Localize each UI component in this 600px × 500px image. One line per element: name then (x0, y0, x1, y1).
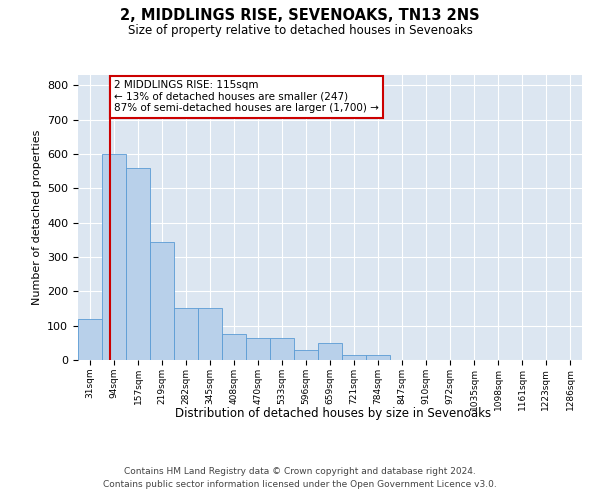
Bar (319, 343, 342, 360)
Text: Contains public sector information licensed under the Open Government Licence v3: Contains public sector information licen… (103, 480, 497, 489)
Bar (223, 334, 246, 360)
Y-axis label: Number of detached properties: Number of detached properties (32, 130, 41, 305)
Text: Contains HM Land Registry data © Crown copyright and database right 2024.: Contains HM Land Registry data © Crown c… (124, 467, 476, 476)
Bar (246, 338, 270, 360)
Text: Distribution of detached houses by size in Sevenoaks: Distribution of detached houses by size … (175, 408, 491, 420)
Bar (78, 319, 102, 360)
Bar (366, 355, 390, 360)
Text: 2, MIDDLINGS RISE, SEVENOAKS, TN13 2NS: 2, MIDDLINGS RISE, SEVENOAKS, TN13 2NS (120, 8, 480, 22)
Bar (198, 308, 222, 360)
Bar (102, 154, 126, 360)
Bar (127, 168, 150, 360)
Bar (342, 355, 366, 360)
Bar (150, 242, 174, 360)
Text: 2 MIDDLINGS RISE: 115sqm
← 13% of detached houses are smaller (247)
87% of semi-: 2 MIDDLINGS RISE: 115sqm ← 13% of detach… (114, 80, 379, 114)
Text: Size of property relative to detached houses in Sevenoaks: Size of property relative to detached ho… (128, 24, 472, 37)
Bar (270, 338, 294, 360)
Bar (294, 350, 318, 360)
Bar (174, 308, 198, 360)
